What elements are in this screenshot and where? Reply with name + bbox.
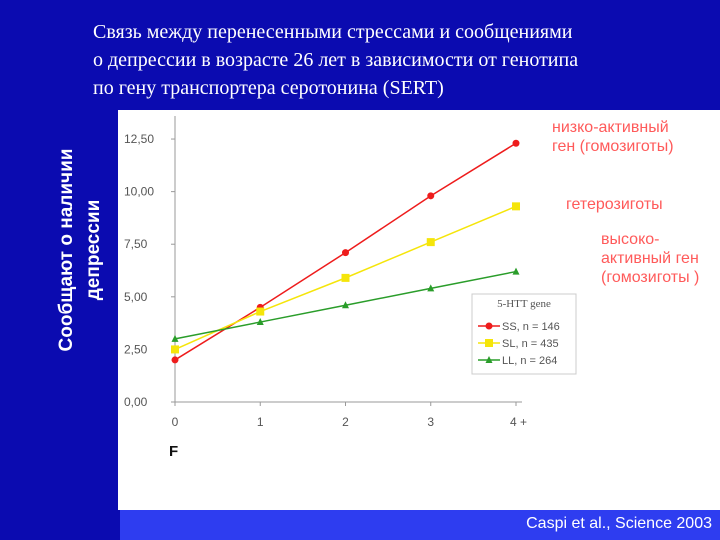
y-tick-label: 7,50	[124, 237, 148, 251]
legend-title: 5-HTT gene	[497, 298, 551, 310]
x-tick-label: 2	[342, 415, 349, 429]
annotation-high-active: высоко- активный ген (гомозиготы )	[601, 231, 700, 286]
series-group	[171, 202, 520, 354]
legend-item: LL, n = 264	[478, 355, 557, 367]
x-tick-label: 1	[257, 415, 264, 429]
data-point	[512, 267, 520, 275]
y-tick-label: 0,00	[124, 395, 148, 409]
title-line: о депрессии в возрасте 26 лет в зависимо…	[93, 49, 579, 71]
legend-label: LL, n = 264	[502, 355, 557, 367]
x-condition-good: Хорошие условия	[191, 444, 265, 484]
x-tick-label: 0	[172, 415, 179, 429]
data-point	[512, 202, 520, 211]
citation-bar: Caspi et al., Science 2003	[120, 510, 720, 540]
data-point	[171, 334, 179, 342]
legend-label: SL, n = 435	[502, 338, 559, 350]
legend-label: SS, n = 146	[502, 321, 560, 333]
y-tick-label: 5,00	[124, 290, 148, 304]
title-line: по гену транспортера серотонина (SERT)	[93, 77, 444, 99]
y-tick-label: 2,50	[124, 342, 148, 356]
data-point	[171, 345, 179, 354]
data-point	[485, 356, 493, 363]
data-point	[485, 322, 493, 330]
x-condition-tolerable: Терпимые условия	[307, 441, 389, 481]
x-tick-label: 4 +	[510, 415, 527, 429]
data-point	[427, 284, 435, 292]
data-point	[341, 273, 350, 282]
data-point	[342, 249, 349, 257]
data-point	[426, 238, 435, 247]
annotation-low-active: низко-активный ген (гомозиготы)	[552, 119, 674, 155]
legend-item: SS, n = 146	[478, 321, 560, 333]
data-point	[427, 192, 435, 200]
series-group	[171, 267, 520, 342]
data-point	[512, 139, 520, 147]
data-point	[256, 318, 264, 326]
data-point	[342, 301, 349, 309]
x-tick-label: 3	[427, 415, 434, 429]
annotation-heterozygotes: гетерозиготы	[566, 196, 663, 213]
f-mark: F	[169, 443, 179, 460]
legend-item: SL, n = 435	[478, 338, 559, 350]
data-point	[171, 356, 179, 364]
y-tick-label: 10,00	[124, 185, 154, 199]
citation: Caspi et al., Science 2003	[526, 515, 712, 532]
slide-title: Связь между перенесенными стрессами и со…	[93, 18, 713, 102]
plot-background	[118, 110, 720, 510]
data-point	[256, 307, 265, 316]
data-point	[485, 339, 493, 347]
title-line: Связь между перенесенными стрессами и со…	[93, 21, 573, 43]
x-condition-bad: Плохие условия	[434, 446, 500, 486]
y-tick-label: 12,50	[124, 132, 154, 146]
